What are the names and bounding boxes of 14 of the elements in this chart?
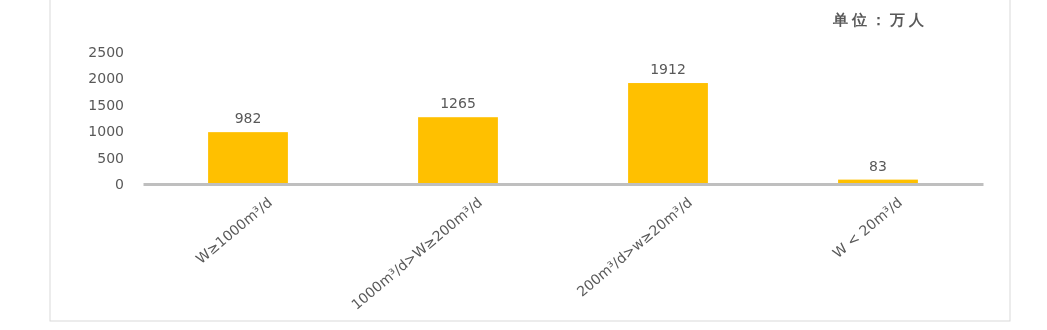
bar (628, 83, 708, 184)
y-tick-label: 2000 (88, 70, 124, 87)
y-tick-label: 2500 (88, 43, 124, 60)
data-label: 1265 (440, 95, 476, 112)
y-tick-label: 0 (115, 175, 124, 192)
data-label: 982 (234, 110, 262, 127)
y-tick-label: 1500 (88, 96, 124, 113)
bar (208, 132, 288, 184)
data-label: 83 (869, 157, 887, 174)
y-tick-label: 500 (97, 149, 124, 166)
bar (418, 117, 498, 184)
text: 单位：万人 (831, 11, 928, 29)
y-tick-label: 1000 (88, 123, 124, 140)
data-label: 1912 (650, 61, 686, 78)
